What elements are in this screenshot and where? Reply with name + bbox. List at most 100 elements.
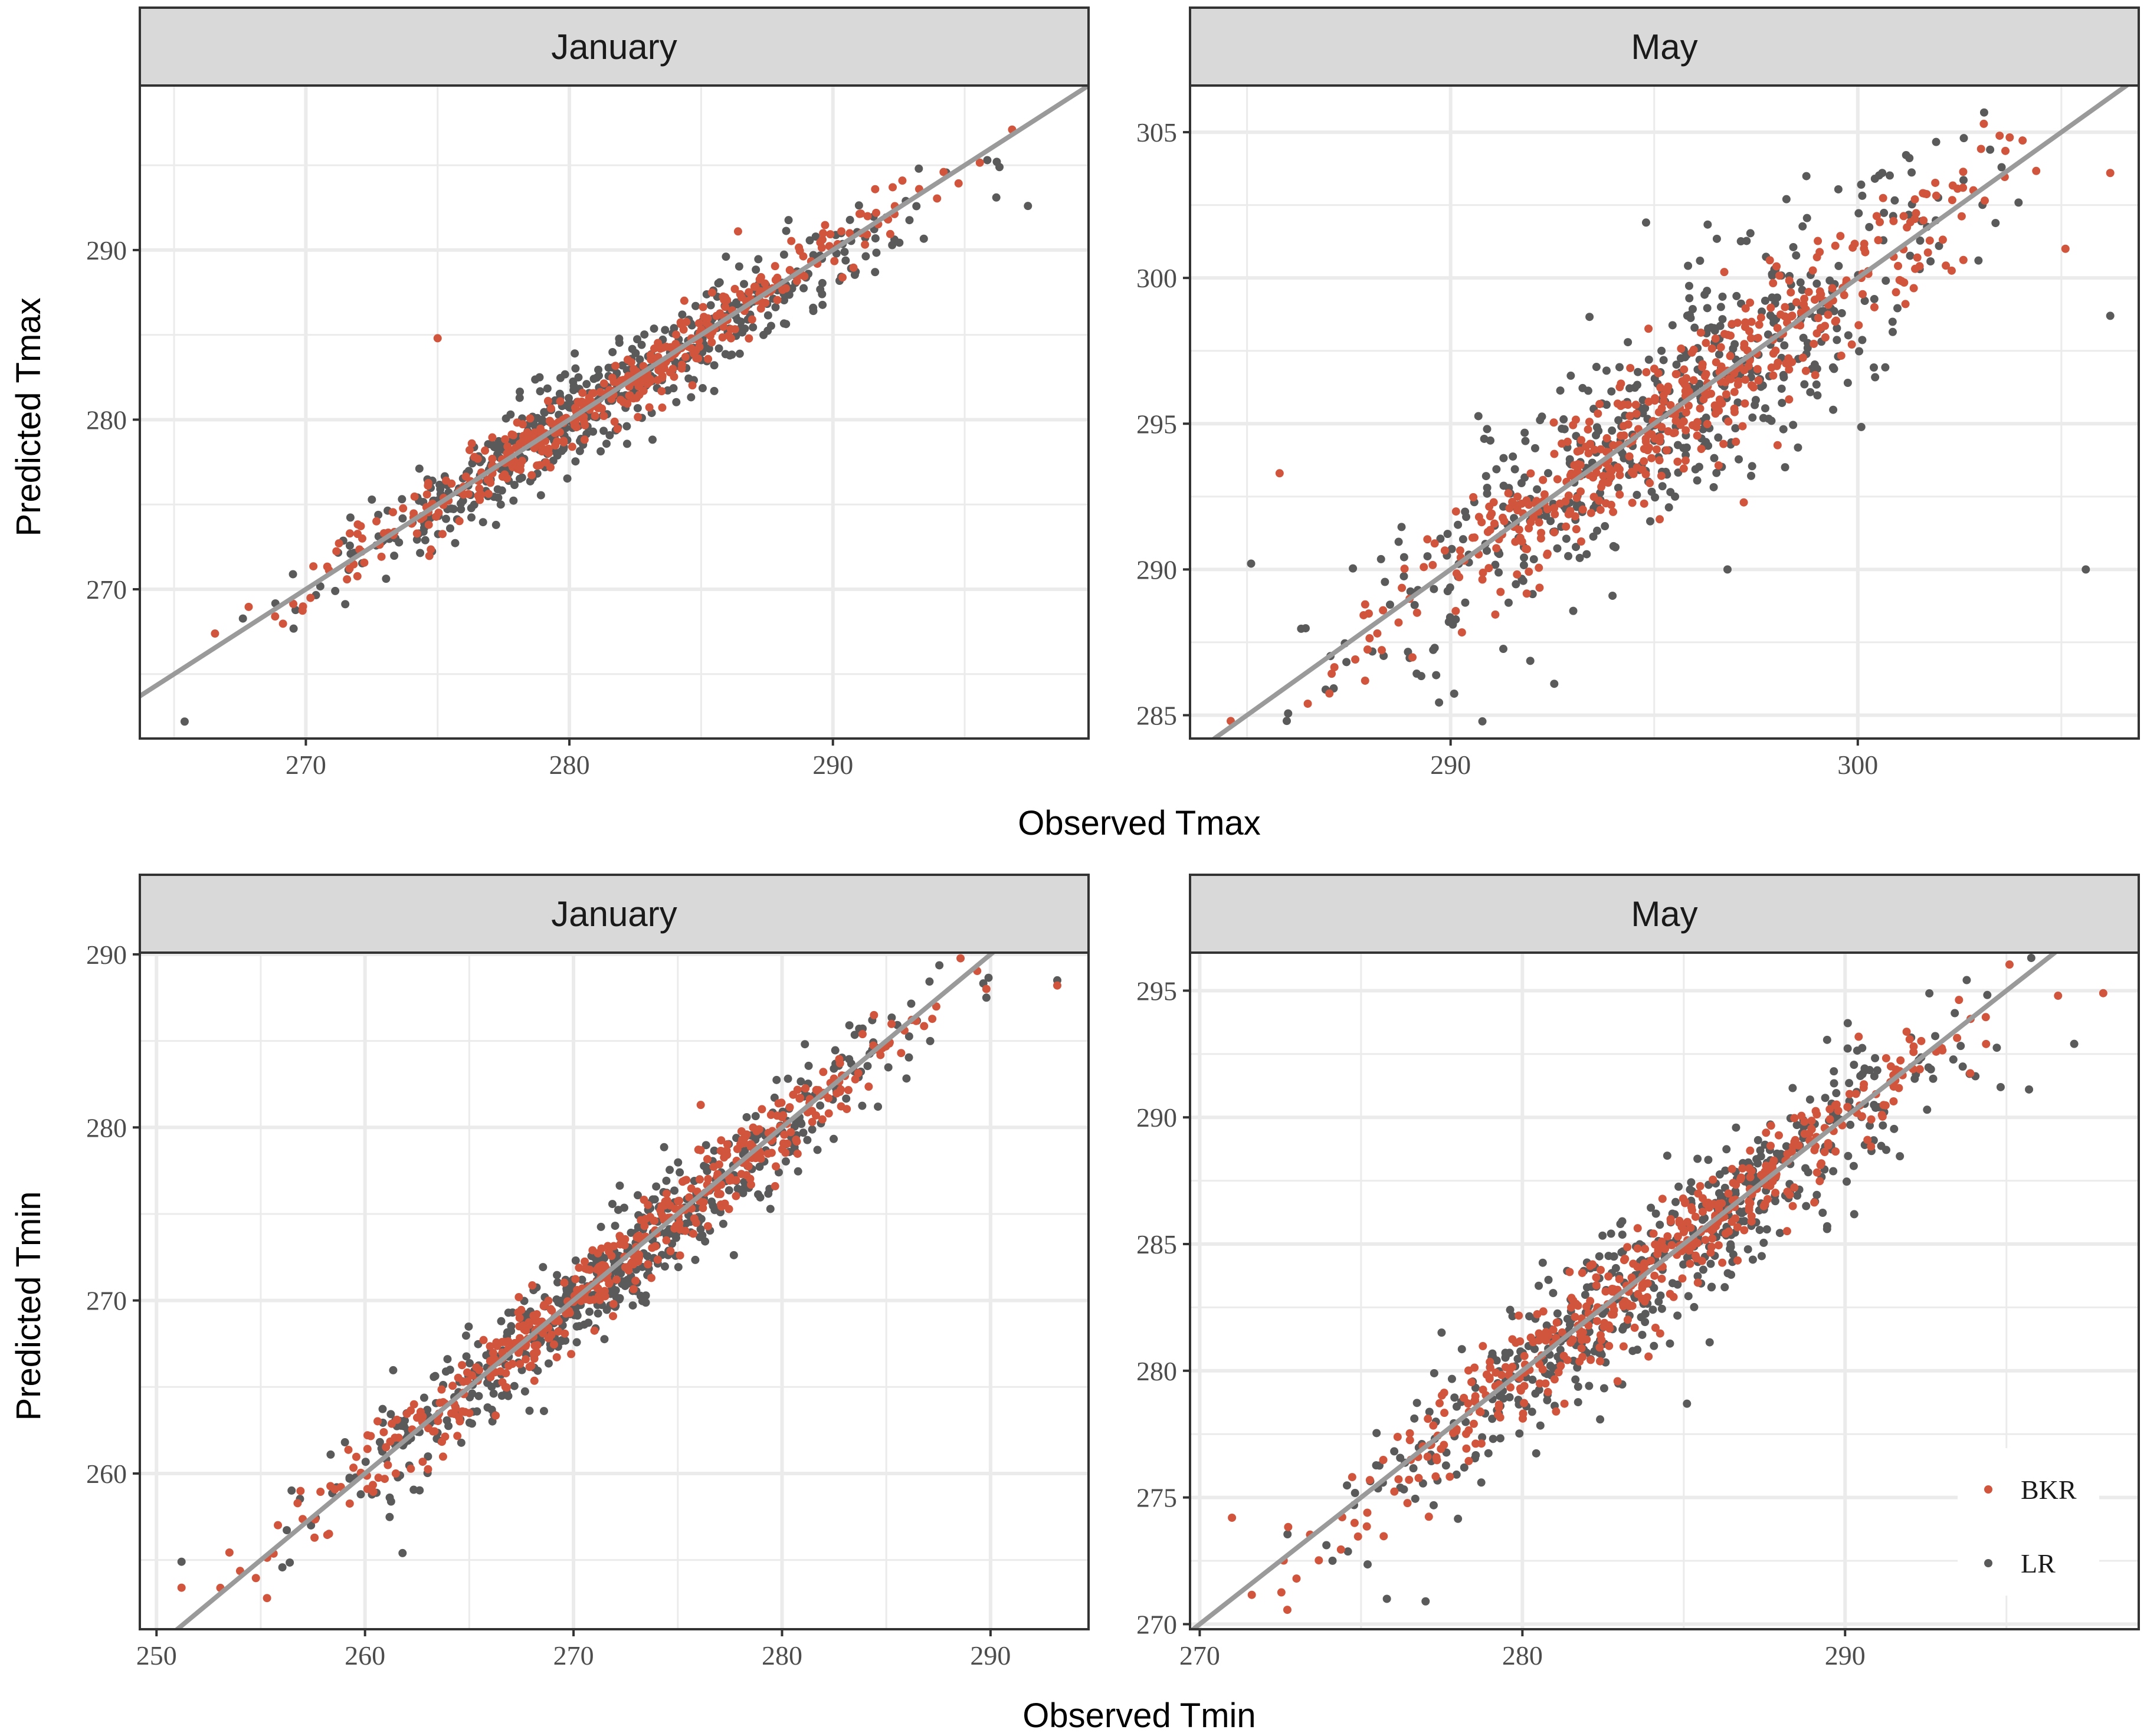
y-tick-label: 290 — [86, 940, 127, 970]
point-lr — [1931, 1032, 1940, 1041]
point-bkr — [713, 1190, 722, 1199]
point-bkr — [1720, 268, 1729, 277]
point-bkr — [358, 534, 366, 543]
point-bkr — [1697, 445, 1706, 454]
point-bkr — [1703, 419, 1712, 428]
point-bkr — [581, 1264, 589, 1273]
point-lr — [1471, 1383, 1480, 1392]
point-bkr — [1542, 1336, 1551, 1345]
point-lr — [582, 380, 591, 389]
point-lr — [1789, 421, 1798, 429]
point-lr — [614, 1206, 622, 1215]
point-bkr — [1753, 365, 1762, 373]
point-lr — [1778, 399, 1787, 408]
point-bkr — [526, 414, 535, 423]
point-bkr — [1882, 1054, 1890, 1063]
point-bkr — [1843, 1102, 1852, 1111]
point-lr — [1865, 1066, 1874, 1075]
point-bkr — [455, 1413, 464, 1422]
point-bkr — [539, 1302, 548, 1311]
point-bkr — [1578, 505, 1587, 514]
point-lr — [1441, 1461, 1450, 1470]
point-bkr — [1494, 1400, 1503, 1409]
point-bkr — [702, 319, 711, 327]
point-lr — [507, 1322, 516, 1331]
point-bkr — [634, 413, 643, 422]
point-lr — [1746, 229, 1755, 238]
point-bkr — [1693, 431, 1702, 440]
point-lr — [1673, 441, 1682, 449]
point-bkr — [1506, 1383, 1515, 1392]
point-lr — [1506, 1305, 1515, 1314]
point-lr — [1477, 1478, 1486, 1487]
point-bkr — [580, 435, 589, 444]
point-bkr — [703, 1222, 712, 1230]
point-bkr — [699, 1204, 707, 1213]
point-bkr — [1468, 533, 1477, 542]
point-lr — [1454, 1514, 1463, 1523]
point-lr — [1959, 134, 1968, 143]
point-lr — [1731, 424, 1740, 433]
point-lr — [1996, 1082, 2005, 1091]
point-lr — [1651, 1209, 1660, 1218]
point-bkr — [1420, 563, 1428, 572]
point-lr — [415, 464, 424, 473]
point-lr — [2014, 198, 2023, 207]
point-lr — [1932, 137, 1941, 146]
point-bkr — [1663, 446, 1671, 455]
point-bkr — [1957, 212, 1966, 221]
point-bkr — [1776, 310, 1785, 319]
point-lr — [1452, 1470, 1461, 1479]
point-lr — [1647, 1203, 1656, 1212]
point-lr — [738, 328, 747, 337]
point-bkr — [876, 1051, 885, 1059]
point-lr — [1743, 1245, 1752, 1253]
point-lr — [1589, 532, 1598, 541]
point-bkr — [1538, 1365, 1547, 1374]
point-lr — [494, 437, 503, 445]
point-lr — [1538, 412, 1546, 421]
point-lr — [1668, 321, 1677, 330]
point-lr — [1869, 363, 1878, 372]
point-lr — [1722, 1145, 1731, 1154]
point-lr — [1775, 1229, 1784, 1238]
point-bkr — [528, 1281, 537, 1290]
point-lr — [1844, 1151, 1853, 1160]
point-lr — [1699, 1265, 1707, 1274]
point-lr — [1738, 1209, 1746, 1218]
point-bkr — [1714, 461, 1723, 470]
point-bkr — [542, 458, 550, 467]
point-bkr — [1596, 506, 1605, 514]
point-lr — [1798, 222, 1807, 231]
point-bkr — [1620, 431, 1628, 440]
point-lr — [1343, 1481, 1352, 1490]
point-lr — [1533, 485, 1542, 494]
point-lr — [919, 234, 928, 243]
point-lr — [1707, 1282, 1716, 1291]
point-lr — [421, 536, 430, 544]
point-bkr — [1870, 303, 1879, 311]
point-lr — [1435, 698, 1444, 707]
point-bkr — [1693, 1239, 1702, 1248]
point-lr — [1651, 493, 1660, 502]
point-bkr — [509, 462, 517, 471]
point-lr — [1850, 1210, 1858, 1219]
point-lr — [1679, 1260, 1688, 1269]
point-lr — [1394, 537, 1403, 546]
point-bkr — [581, 421, 589, 429]
point-lr — [584, 1318, 593, 1327]
point-lr — [660, 1262, 669, 1271]
point-lr — [1664, 503, 1673, 512]
point-bkr — [552, 1353, 561, 1361]
point-bkr — [501, 435, 510, 444]
point-bkr — [1737, 1173, 1746, 1182]
point-lr — [863, 1062, 872, 1071]
point-bkr — [1632, 409, 1641, 418]
point-lr — [1549, 1289, 1558, 1298]
point-bkr — [447, 1409, 455, 1418]
point-bkr — [1746, 1199, 1755, 1207]
point-bkr — [1275, 469, 1284, 478]
point-lr — [1843, 1044, 1852, 1053]
point-bkr — [1889, 216, 1898, 225]
point-bkr — [335, 539, 343, 548]
